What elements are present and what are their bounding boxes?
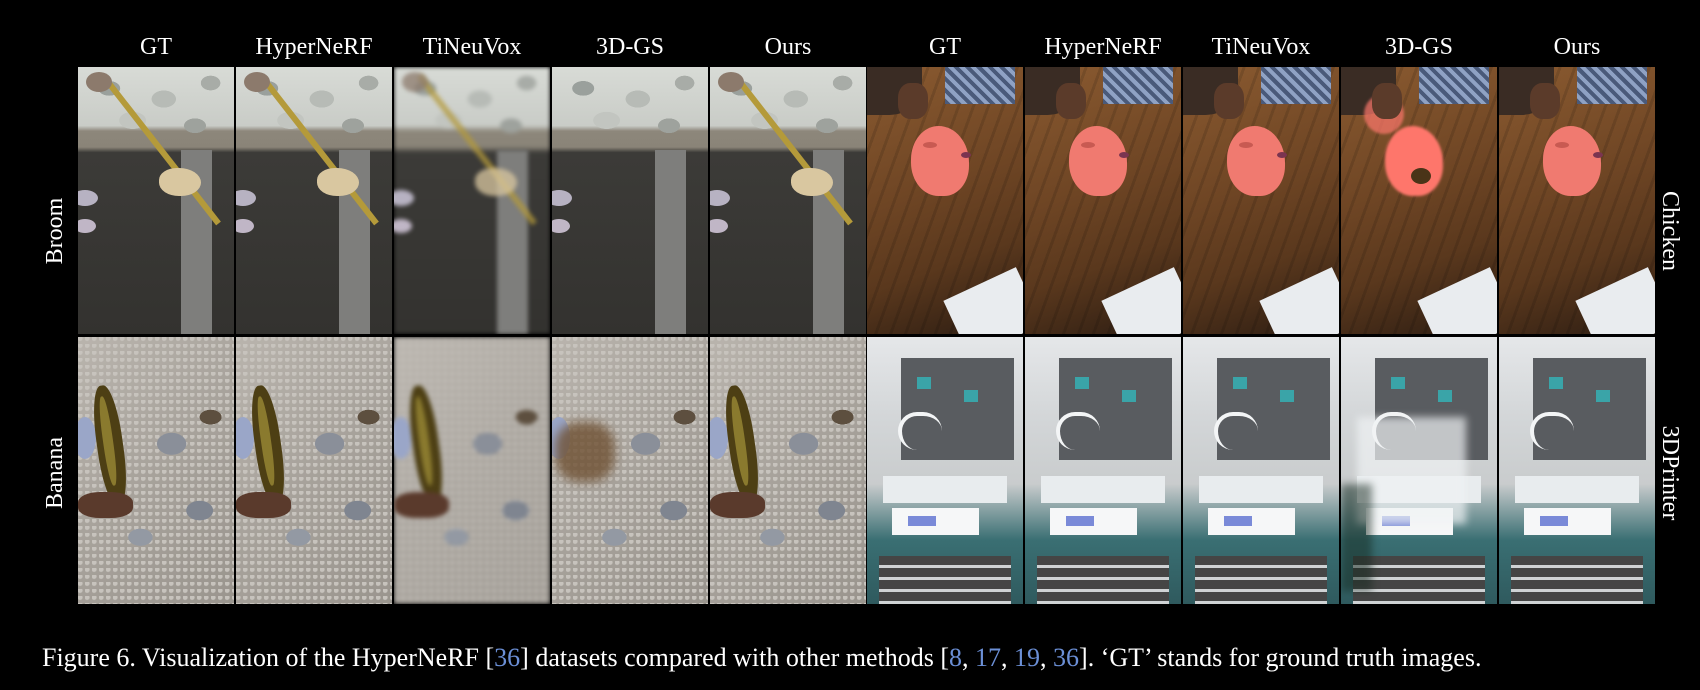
row-label-banana: Banana [42,437,68,509]
result-image-banana-tineuvox [394,337,550,604]
result-image-3dprinter-3d-gs [1341,337,1497,604]
citation-ref[interactable]: 36 [1053,643,1080,672]
caption-text-middle: ] datasets compared with other methods [ [520,643,950,672]
column-header-tineuvox: TiNeuVox [422,34,522,60]
result-image-3dprinter-ours [1499,337,1655,604]
result-image-chicken-tineuvox [1183,67,1339,334]
result-image-broom-ours [710,67,866,334]
result-image-chicken-3d-gs [1341,67,1497,334]
column-header-3d-gs: 3D-GS [595,34,664,60]
result-image-chicken-ours [1499,67,1655,334]
result-image-banana-3d-gs [552,337,708,604]
result-image-broom-tineuvox [394,67,550,334]
caption-text-after: ]. ‘GT’ stands for ground truth images. [1079,643,1482,672]
column-header-gt: GT [140,34,172,60]
citation-ref-main[interactable]: 36 [494,643,521,672]
result-image-banana-gt [78,337,234,604]
column-header-3d-gs: 3D-GS [1384,34,1453,60]
result-image-chicken-gt [867,67,1023,334]
result-image-banana-ours [710,337,866,604]
result-image-3dprinter-hypernerf [1025,337,1181,604]
caption-text-before: Figure 6. Visualization of the HyperNeRF… [42,643,495,672]
citation-ref[interactable]: 19 [1014,643,1041,672]
column-header-hypernerf: HyperNeRF [1044,34,1162,60]
result-image-3dprinter-tineuvox [1183,337,1339,604]
citation-ref[interactable]: 8 [949,643,963,672]
row-label-3dprinter: 3DPrinter [1657,425,1683,521]
column-header-gt: GT [929,34,961,60]
caption-sep: , [1001,643,1015,672]
column-header-ours: Ours [764,34,812,60]
citation-ref[interactable]: 17 [975,643,1002,672]
result-image-broom-gt [78,67,234,334]
result-image-broom-hypernerf [236,67,392,334]
row-label-broom: Broom [42,197,68,265]
row-label-chicken: Chicken [1657,191,1683,271]
column-header-ours: Ours [1553,34,1601,60]
column-header-tineuvox: TiNeuVox [1211,34,1311,60]
result-image-banana-hypernerf [236,337,392,604]
figure-caption: Figure 6. Visualization of the HyperNeRF… [42,641,1682,675]
caption-sep: , [1040,643,1054,672]
result-image-chicken-hypernerf [1025,67,1181,334]
column-header-hypernerf: HyperNeRF [255,34,373,60]
result-image-3dprinter-gt [867,337,1023,604]
caption-sep: , [962,643,976,672]
result-image-broom-3d-gs [552,67,708,334]
